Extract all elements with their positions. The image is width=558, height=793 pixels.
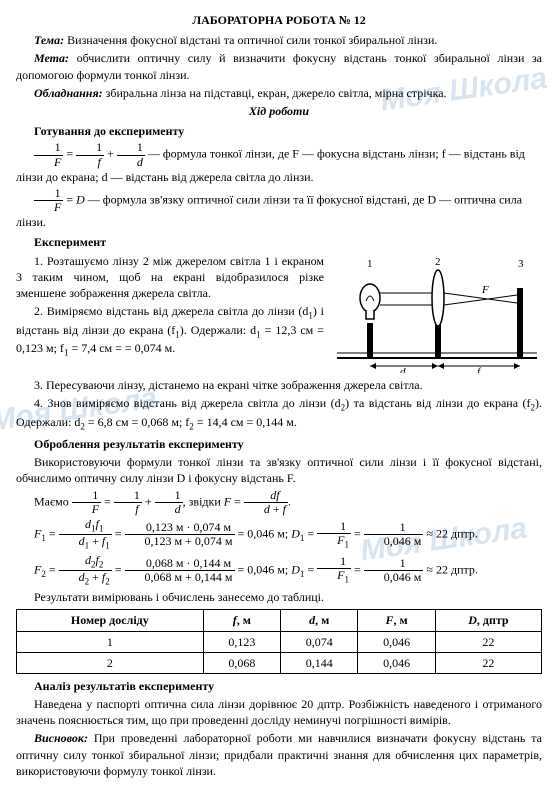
experiment-heading: Експеримент bbox=[16, 234, 542, 250]
document-body: ЛАБОРАТОРНА РОБОТА № 12 Тема: Визначення… bbox=[16, 12, 542, 779]
procedure-heading: Хід роботи bbox=[16, 103, 542, 119]
processing-heading: Оброблення результатів експерименту bbox=[16, 436, 542, 452]
table-row: 2 0,068 0,144 0,046 22 bbox=[17, 652, 542, 673]
equipment: Обладнання: збиральна лінза на підставці… bbox=[16, 85, 542, 101]
svg-text:2: 2 bbox=[435, 256, 441, 268]
th: f, м bbox=[203, 610, 280, 631]
svg-text:f: f bbox=[477, 366, 482, 373]
analysis-text: Наведена у паспорті оптична сила лінзи д… bbox=[16, 696, 542, 728]
svg-text:1: 1 bbox=[367, 258, 373, 270]
th: F, м bbox=[358, 610, 435, 631]
goal: Мета: обчислити оптичну силу й визначити… bbox=[16, 50, 542, 82]
equipment-label: Обладнання: bbox=[34, 86, 103, 100]
step-2: 2. Виміряємо відстань від джерела світла… bbox=[16, 303, 324, 359]
optics-diagram: F 1 2 3 d f bbox=[332, 253, 542, 377]
calc-1: F1 = d1f1d1 + f1 = 0,123 м · 0,074 м0,12… bbox=[16, 518, 542, 552]
goal-label: Мета: bbox=[34, 51, 69, 65]
table-intro: Результати вимірювань і обчислень занесе… bbox=[16, 589, 542, 605]
th: d, м bbox=[281, 610, 358, 631]
svg-text:3: 3 bbox=[518, 258, 524, 270]
th: D, дптр bbox=[435, 610, 541, 631]
step-3: 3. Пересуваючи лінзу, дістанемо на екран… bbox=[16, 377, 542, 393]
formula-power: 1F = D — формула зв'язку оптичної сили л… bbox=[16, 187, 542, 231]
processing-text: Використовуючи формули тонкої лінзи та з… bbox=[16, 454, 542, 486]
step-4: 4. Знов виміряємо відстань від джерела с… bbox=[16, 395, 542, 432]
svg-text:F: F bbox=[481, 284, 489, 296]
conclusion: Висновок: При проведенні лабораторної ро… bbox=[16, 730, 542, 779]
analysis-heading: Аналіз результатів експерименту bbox=[16, 678, 542, 694]
title: ЛАБОРАТОРНА РОБОТА № 12 bbox=[16, 12, 542, 28]
table-row: 1 0,123 0,074 0,046 22 bbox=[17, 631, 542, 652]
table-header-row: Номер досліду f, м d, м F, м D, дптр bbox=[17, 610, 542, 631]
conclusion-label: Висновок: bbox=[34, 731, 88, 745]
step-1: 1. Розташуємо лінзу 2 між джерелом світл… bbox=[16, 253, 324, 302]
topic-label: Тема: bbox=[34, 33, 64, 47]
formula-lens: 1F = 1f + 1d — формула тонкої лінзи, де … bbox=[16, 141, 542, 185]
prep-heading: Готування до експерименту bbox=[16, 123, 542, 139]
svg-text:d: d bbox=[400, 366, 406, 373]
th: Номер досліду bbox=[17, 610, 204, 631]
topic: Тема: Визначення фокусної відстані та оп… bbox=[16, 32, 542, 48]
derive-formula: Маємо 1F = 1f + 1d, звідки F = dfd + f. bbox=[16, 489, 542, 516]
results-table: Номер досліду f, м d, м F, м D, дптр 1 0… bbox=[16, 609, 542, 674]
calc-2: F2 = d2f2d2 + f2 = 0,068 м · 0,144 м0,06… bbox=[16, 554, 542, 588]
